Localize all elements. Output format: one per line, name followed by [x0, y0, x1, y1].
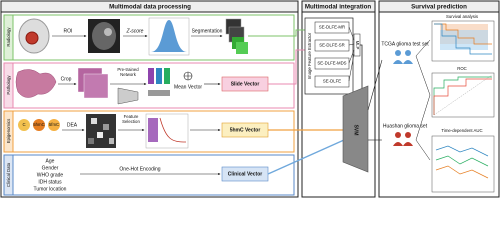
label: Selection	[122, 119, 140, 124]
vector-label: 5hmC Vector	[230, 127, 261, 133]
chart-title: Time-dependent AUC	[441, 128, 482, 133]
label: DEA	[67, 122, 78, 128]
base	[18, 119, 30, 131]
vector-label: Clinical Vector	[228, 171, 263, 177]
connector	[267, 139, 345, 175]
cohort: TCGA glioma test set	[381, 41, 429, 47]
module-label: SE-DLFE-MR	[319, 25, 345, 30]
row-tab	[3, 110, 14, 153]
label: Crop	[61, 76, 72, 82]
svm-label: SVM	[353, 125, 359, 136]
people-icon	[393, 132, 413, 146]
mri-brain	[92, 22, 116, 50]
connector	[248, 29, 306, 37]
panel-title: Multimodal integration	[305, 4, 372, 11]
network	[117, 87, 139, 105]
extractor-label: Image Feature Extractor	[307, 32, 312, 79]
panel-header	[301, 0, 376, 13]
panel-header	[378, 0, 500, 13]
row-label: Radiology	[6, 27, 11, 47]
tumor	[25, 31, 39, 45]
row-tab	[3, 14, 14, 61]
chart-title: ROC	[457, 66, 467, 71]
panel-title: Multimodal data processing	[109, 4, 191, 11]
row-label: Pathology	[6, 75, 11, 95]
gaussian	[151, 20, 187, 52]
label: Z-score	[126, 28, 144, 34]
label: Segmentation	[192, 28, 223, 34]
module	[314, 75, 350, 88]
module	[314, 57, 350, 70]
feature-vector	[148, 90, 170, 96]
row-tab	[3, 62, 14, 109]
module-label: SE-DLFE	[323, 79, 341, 84]
feature-vector	[148, 68, 154, 84]
module	[314, 39, 350, 52]
connector	[367, 59, 383, 111]
sum-icon	[184, 72, 192, 80]
tile	[83, 73, 109, 99]
label: Pre-trained	[117, 67, 139, 72]
curve	[433, 78, 492, 115]
connector	[415, 39, 431, 161]
page: {"processing":{"title":"Multimodal data …	[0, 0, 500, 198]
mlp-label: MLP	[355, 41, 360, 50]
clinical-item: WHO grade	[37, 172, 64, 178]
vector-label: Slide Vector	[231, 81, 260, 87]
mask	[236, 42, 248, 54]
curve	[434, 23, 492, 55]
clinical-item: Tumor location	[34, 186, 67, 192]
base-label: 5fmC	[49, 122, 59, 127]
connector	[268, 49, 306, 85]
curve	[435, 145, 489, 157]
diagram: Multimodal data processing Multimodal in…	[0, 0, 500, 198]
chart-title: Survival analysis	[446, 14, 478, 19]
panel-header	[0, 0, 299, 13]
base-label: C	[22, 122, 25, 127]
curve	[433, 76, 492, 115]
curve	[435, 165, 489, 179]
cohort: Huashan glioma set	[383, 123, 428, 129]
connector	[360, 44, 363, 92]
feature-vector	[156, 68, 162, 84]
base	[33, 119, 45, 131]
heatmap	[86, 114, 116, 148]
feature-vector	[164, 68, 170, 84]
curve	[435, 155, 489, 167]
svm	[342, 85, 369, 173]
tissue	[15, 69, 57, 98]
row-tab	[3, 154, 14, 196]
row-label: Epigenomics	[6, 119, 11, 144]
row-label: Clinical Data	[6, 162, 11, 187]
mri-tumor	[104, 28, 112, 36]
label: Feature	[124, 114, 139, 119]
clinical-item: IDH status	[38, 179, 62, 185]
band	[440, 30, 488, 50]
label: Mean Vector	[174, 84, 202, 90]
curve	[159, 117, 187, 143]
module-label: SE-DLFE-SR	[319, 43, 345, 48]
base-label: 5hmC	[33, 122, 44, 127]
label: Network	[120, 72, 137, 77]
stripe	[148, 118, 158, 142]
connector	[348, 26, 355, 82]
module-label: SE-DLFE-MDS	[317, 61, 346, 66]
curve	[434, 23, 492, 45]
base	[48, 119, 60, 131]
diagonal	[433, 74, 493, 116]
clinical-item: Age	[46, 158, 55, 164]
panel-title: Survival prediction	[411, 4, 467, 11]
label: ROI	[64, 28, 73, 34]
label: One-Hot Encoding	[119, 166, 160, 172]
clinical-item: Gender	[42, 165, 59, 171]
people-icon	[393, 50, 413, 64]
